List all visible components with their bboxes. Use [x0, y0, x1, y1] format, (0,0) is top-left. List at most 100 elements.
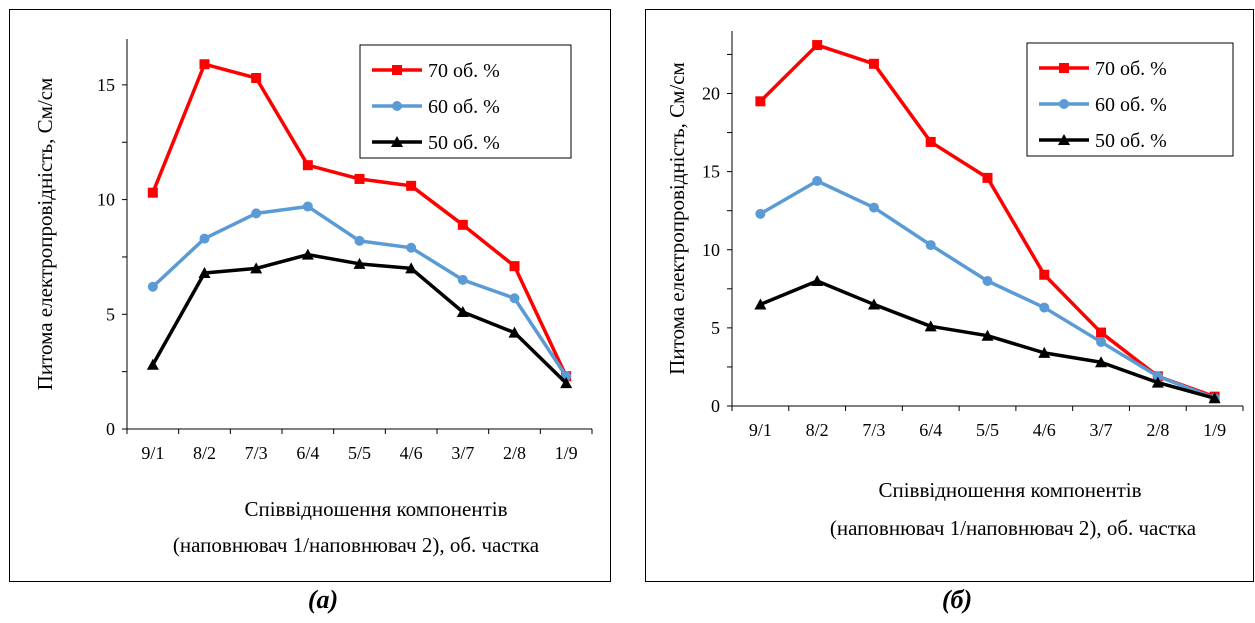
data-point	[354, 235, 365, 246]
x-axis-label-line1: Співвідношення компонентів	[244, 497, 507, 521]
legend	[1026, 42, 1234, 157]
data-point	[302, 201, 313, 212]
legend-marker	[1058, 134, 1070, 145]
data-point	[198, 267, 211, 278]
data-point	[250, 262, 263, 274]
data-point	[755, 96, 766, 107]
legend-marker	[1059, 99, 1069, 109]
data-point	[982, 276, 993, 286]
x-tick-label: 8/2	[193, 443, 216, 463]
data-point	[1038, 346, 1051, 358]
data-point	[405, 262, 418, 274]
x-axis-label-line2: (наповнювач 1/наповнювач 2), об. частка	[173, 533, 540, 557]
chart-panel-b: 0 5 10 15 20 9/1 8/2 7/3 6/4 5/5 4/6 3/7 2/8 1/9 Питом…	[645, 9, 1254, 582]
legend-marker	[392, 65, 402, 75]
data-point	[456, 306, 469, 317]
data-point	[868, 58, 879, 69]
x-tick-label: 8/2	[806, 420, 829, 440]
x-axis-label-line1: Співвідношення компонентів	[878, 478, 1141, 502]
data-point	[146, 358, 159, 370]
data-point	[302, 160, 313, 171]
data-point	[406, 242, 417, 253]
y-tick-label: 10	[97, 190, 115, 210]
y-tick-label: 20	[702, 84, 720, 104]
data-point	[1039, 269, 1050, 280]
series-line	[151, 252, 568, 385]
x-tick-label: 3/7	[451, 443, 474, 463]
data-point	[925, 240, 936, 251]
y-tick-label: 10	[702, 240, 720, 260]
data-point	[925, 136, 936, 147]
x-tick-label: 6/4	[919, 420, 942, 440]
panel-caption-a: (а)	[307, 585, 339, 614]
x-tick-label: 5/5	[976, 420, 999, 440]
data-point	[457, 219, 468, 230]
legend-label: 60 об. %	[1095, 94, 1167, 116]
x-tick-label: 3/7	[1090, 420, 1113, 440]
data-point	[509, 293, 520, 304]
data-point	[754, 298, 767, 310]
data-point	[981, 329, 994, 341]
data-point	[867, 298, 880, 310]
y-tick-label: 5	[711, 318, 720, 338]
data-point	[1152, 371, 1163, 382]
series-line	[151, 204, 568, 378]
data-point	[1096, 336, 1107, 347]
data-point	[812, 176, 823, 186]
data-point	[509, 261, 520, 272]
chart-panel-a: 0 5 10 15 9/1 8/2 7/3 6/4 5/5 4/6 3/7 2/8 1/9 Питома …	[9, 9, 611, 582]
data-point	[1039, 302, 1050, 313]
legend-label: 70 об. %	[428, 60, 500, 82]
legend-label: 50 об. %	[428, 132, 500, 154]
data-point	[508, 326, 521, 338]
y-tick-label: 0	[711, 396, 720, 416]
legend-marker	[1059, 63, 1069, 73]
x-tick-label: 4/6	[1033, 420, 1056, 440]
y-tick-label: 0	[106, 419, 115, 439]
legend-marker	[391, 136, 403, 147]
data-point	[251, 208, 262, 219]
data-point	[811, 275, 824, 286]
data-point	[251, 73, 262, 83]
x-tick-label: 1/9	[555, 443, 578, 463]
data-point	[457, 274, 468, 285]
data-point	[199, 233, 210, 244]
legend-label: 60 об. %	[428, 96, 500, 118]
data-point	[1208, 392, 1221, 404]
x-tick-label: 1/9	[1203, 420, 1226, 440]
data-point	[755, 208, 766, 219]
y-axis-label: Питома електропровідність, См/см	[665, 62, 689, 375]
y-tick-label: 15	[97, 75, 115, 95]
data-point	[868, 202, 879, 213]
data-point	[354, 173, 365, 184]
legend-label: 70 об. %	[1095, 58, 1167, 80]
x-tick-label: 2/8	[1146, 420, 1169, 440]
x-tick-label: 2/8	[503, 443, 526, 463]
data-point	[147, 281, 158, 292]
data-point	[1095, 356, 1108, 368]
data-point	[1096, 327, 1107, 338]
data-point	[924, 320, 937, 332]
data-point	[406, 180, 417, 191]
data-point	[353, 257, 366, 269]
legend-marker	[392, 101, 402, 111]
data-point	[1151, 376, 1164, 388]
x-tick-label: 6/4	[296, 443, 319, 463]
chart-a: 0 5 10 15 9/1 8/2 7/3 6/4 5/5 4/6 3/7 2/8 1/9 Питома …	[33, 39, 593, 557]
x-tick-label: 7/3	[862, 420, 885, 440]
data-point	[199, 59, 210, 70]
panel-caption-b: (б)	[941, 585, 973, 614]
x-tick-label: 4/6	[400, 443, 423, 463]
data-point	[147, 187, 158, 198]
x-tick-label: 9/1	[141, 443, 164, 463]
data-point	[812, 40, 823, 51]
y-tick-label: 5	[106, 304, 115, 324]
x-axis-label-line2: (наповнювач 1/наповнювач 2), об. частка	[830, 516, 1197, 540]
data-point	[301, 248, 314, 260]
data-point	[982, 172, 993, 183]
x-tick-label: 5/5	[348, 443, 371, 463]
y-axis-label: Питома електропровідність, См/см	[33, 78, 57, 391]
x-tick-label: 9/1	[749, 420, 772, 440]
data-point	[560, 377, 573, 389]
legend-label: 50 об. %	[1095, 130, 1167, 152]
